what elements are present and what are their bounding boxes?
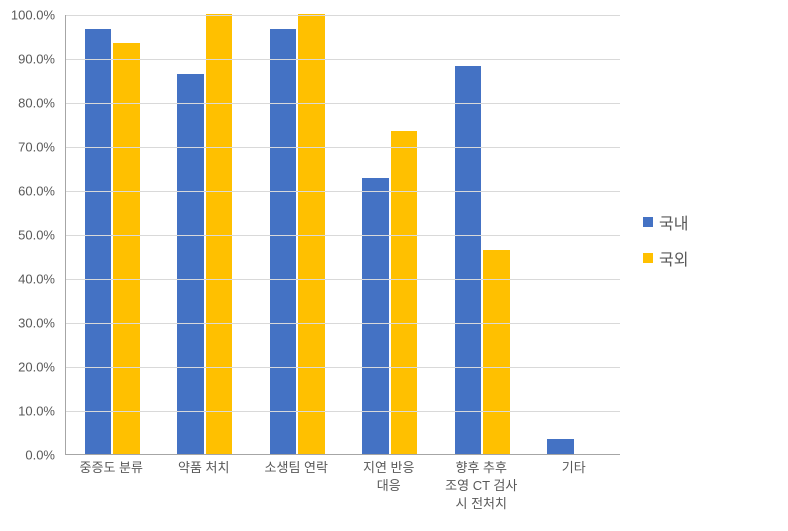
gridline <box>66 323 620 324</box>
legend-item: 국내 <box>643 210 763 234</box>
y-tick-label: 80.0% <box>5 96 55 111</box>
bar <box>270 29 297 454</box>
bar <box>455 66 482 454</box>
legend-swatch <box>643 253 653 263</box>
gridline <box>66 59 620 60</box>
legend-label: 국내 <box>659 210 688 234</box>
x-tick-label: 중증도 분류 <box>65 459 158 477</box>
gridline <box>66 411 620 412</box>
plot-area <box>65 15 620 455</box>
bar <box>113 43 140 454</box>
gridline <box>66 235 620 236</box>
bar <box>483 250 510 454</box>
bar <box>547 439 574 454</box>
y-tick-label: 90.0% <box>5 52 55 67</box>
bar <box>391 131 418 454</box>
bar <box>177 74 204 454</box>
gridline <box>66 147 620 148</box>
bar <box>85 29 112 454</box>
x-tick-label: 향후 추후 조영 CT 검사 시 전처치 <box>435 459 528 514</box>
legend: 국내국외 <box>643 210 763 282</box>
y-tick-label: 70.0% <box>5 140 55 155</box>
bar <box>206 14 233 454</box>
gridline <box>66 191 620 192</box>
bar <box>362 178 389 454</box>
y-tick-label: 30.0% <box>5 316 55 331</box>
legend-swatch <box>643 217 653 227</box>
y-tick-label: 50.0% <box>5 228 55 243</box>
x-tick-label: 기타 <box>528 459 621 477</box>
chart-container: 0.0%10.0%20.0%30.0%40.0%50.0%60.0%70.0%8… <box>10 10 778 521</box>
x-axis: 중증도 분류약품 처치소생팀 연락지연 반응 대응향후 추후 조영 CT 검사 … <box>65 459 620 519</box>
x-tick-label: 지연 반응 대응 <box>343 459 436 495</box>
gridline <box>66 103 620 104</box>
y-tick-label: 0.0% <box>5 448 55 463</box>
x-tick-label: 소생팀 연락 <box>250 459 343 477</box>
gridline <box>66 15 620 16</box>
legend-label: 국외 <box>659 246 688 270</box>
y-tick-label: 60.0% <box>5 184 55 199</box>
bar <box>298 14 325 454</box>
y-tick-label: 20.0% <box>5 360 55 375</box>
y-tick-label: 10.0% <box>5 404 55 419</box>
gridline <box>66 367 620 368</box>
gridline <box>66 279 620 280</box>
y-tick-label: 100.0% <box>5 8 55 23</box>
y-axis: 0.0%10.0%20.0%30.0%40.0%50.0%60.0%70.0%8… <box>10 15 60 455</box>
legend-item: 국외 <box>643 246 763 270</box>
x-tick-label: 약품 처치 <box>158 459 251 477</box>
y-tick-label: 40.0% <box>5 272 55 287</box>
